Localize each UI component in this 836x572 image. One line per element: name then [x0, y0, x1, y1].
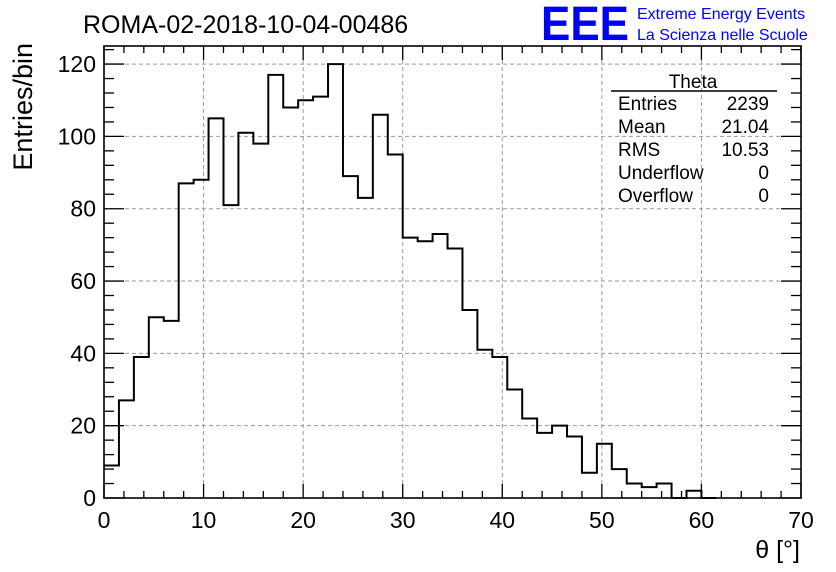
eee-logo: EEE — [541, 0, 629, 51]
histogram-bin — [313, 97, 328, 498]
histogram-bin — [358, 198, 373, 498]
histogram-bin — [552, 426, 567, 498]
y-tick-label: 20 — [70, 413, 96, 439]
stats-title: Theta — [669, 72, 718, 93]
stats-row-label: Underflow — [618, 163, 704, 184]
run-title: ROMA-02-2018-10-04-00486 — [83, 11, 408, 39]
histogram-bin — [373, 115, 388, 498]
histogram-bin — [298, 100, 313, 498]
stats-row-label: Entries — [618, 94, 677, 115]
histogram-bin — [418, 241, 433, 498]
histogram-bin — [388, 154, 403, 498]
stats-row-value: 2239 — [727, 94, 769, 115]
histogram-bin — [657, 484, 672, 498]
histogram-bin — [537, 433, 552, 498]
stats-row-value: 21.04 — [721, 117, 769, 138]
histogram-bin — [134, 357, 149, 498]
x-tick-label: 20 — [290, 507, 316, 533]
y-tick-label: 100 — [58, 123, 96, 149]
histogram-bin — [507, 390, 522, 498]
y-tick-label: 80 — [70, 196, 96, 222]
histogram-bin — [448, 248, 463, 498]
plot-frame — [103, 45, 802, 499]
histogram-outline — [104, 63, 717, 499]
histogram-bin — [283, 107, 298, 498]
histogram-bin — [686, 491, 701, 498]
histogram-bin — [492, 357, 507, 498]
histogram-bin — [567, 437, 582, 498]
x-tick-label: 40 — [489, 507, 515, 533]
stats-row-label: RMS — [618, 140, 660, 161]
stats-rows: Entries 2239 Mean 21.04 RMS 10.53 Underflow 0 Ov… — [618, 94, 769, 207]
x-tick-label: 50 — [589, 507, 615, 533]
histogram-bin — [477, 350, 492, 498]
y-axis-label: Entries/bin — [8, 43, 38, 171]
logo-line-2: La Scienza nelle Scuole — [637, 27, 808, 44]
y-tick-label: 40 — [70, 340, 96, 366]
x-tick-label: 10 — [191, 507, 217, 533]
histogram-bin — [522, 418, 537, 498]
y-tick-label: 120 — [58, 51, 96, 77]
histogram-bin — [627, 484, 642, 498]
histogram-bin — [642, 487, 657, 498]
histogram-bin — [194, 180, 209, 498]
histogram-bin — [268, 75, 283, 498]
histogram-bin — [223, 205, 238, 498]
histogram-bin — [179, 183, 194, 498]
histogram-bin — [582, 473, 597, 498]
histogram-bin — [104, 465, 119, 498]
x-tick-label: 70 — [788, 507, 814, 533]
histogram-layer — [104, 63, 717, 499]
x-axis-label: θ [°] — [755, 536, 800, 564]
histogram-bin — [612, 469, 627, 498]
stats-box: Theta Entries 2239 Mean 21.04 RMS 10.53 Underf… — [611, 72, 777, 207]
stats-row-value: 0 — [758, 163, 769, 184]
y-tick-label: 0 — [83, 485, 96, 511]
stats-row-label: Mean — [618, 117, 666, 138]
x-tick-label: 60 — [689, 507, 715, 533]
logo-line-1: Extreme Energy Events — [637, 6, 805, 23]
histogram-bin — [433, 234, 448, 498]
histogram-bin — [597, 444, 612, 498]
x-tick-label: 30 — [390, 507, 416, 533]
stats-row-label: Overflow — [618, 186, 693, 207]
stats-row-value: 0 — [758, 186, 769, 207]
histogram-bin — [343, 176, 358, 498]
histogram-bin — [253, 144, 268, 498]
histogram-bin — [209, 118, 224, 498]
histogram-bin — [238, 133, 253, 498]
histogram-bin — [403, 238, 418, 498]
y-tick-label: 60 — [70, 268, 96, 294]
histogram-bin — [119, 400, 134, 498]
grid-layer — [104, 46, 801, 498]
stats-row-value: 10.53 — [721, 140, 769, 161]
histogram-bin — [149, 317, 164, 498]
histogram-bin — [164, 321, 179, 498]
histogram-bin — [462, 310, 477, 498]
ticks-layer: 0 10 20 30 40 50 60 70 0 20 40 60 80 100 120 — [58, 46, 814, 533]
x-tick-label: 0 — [98, 507, 111, 533]
